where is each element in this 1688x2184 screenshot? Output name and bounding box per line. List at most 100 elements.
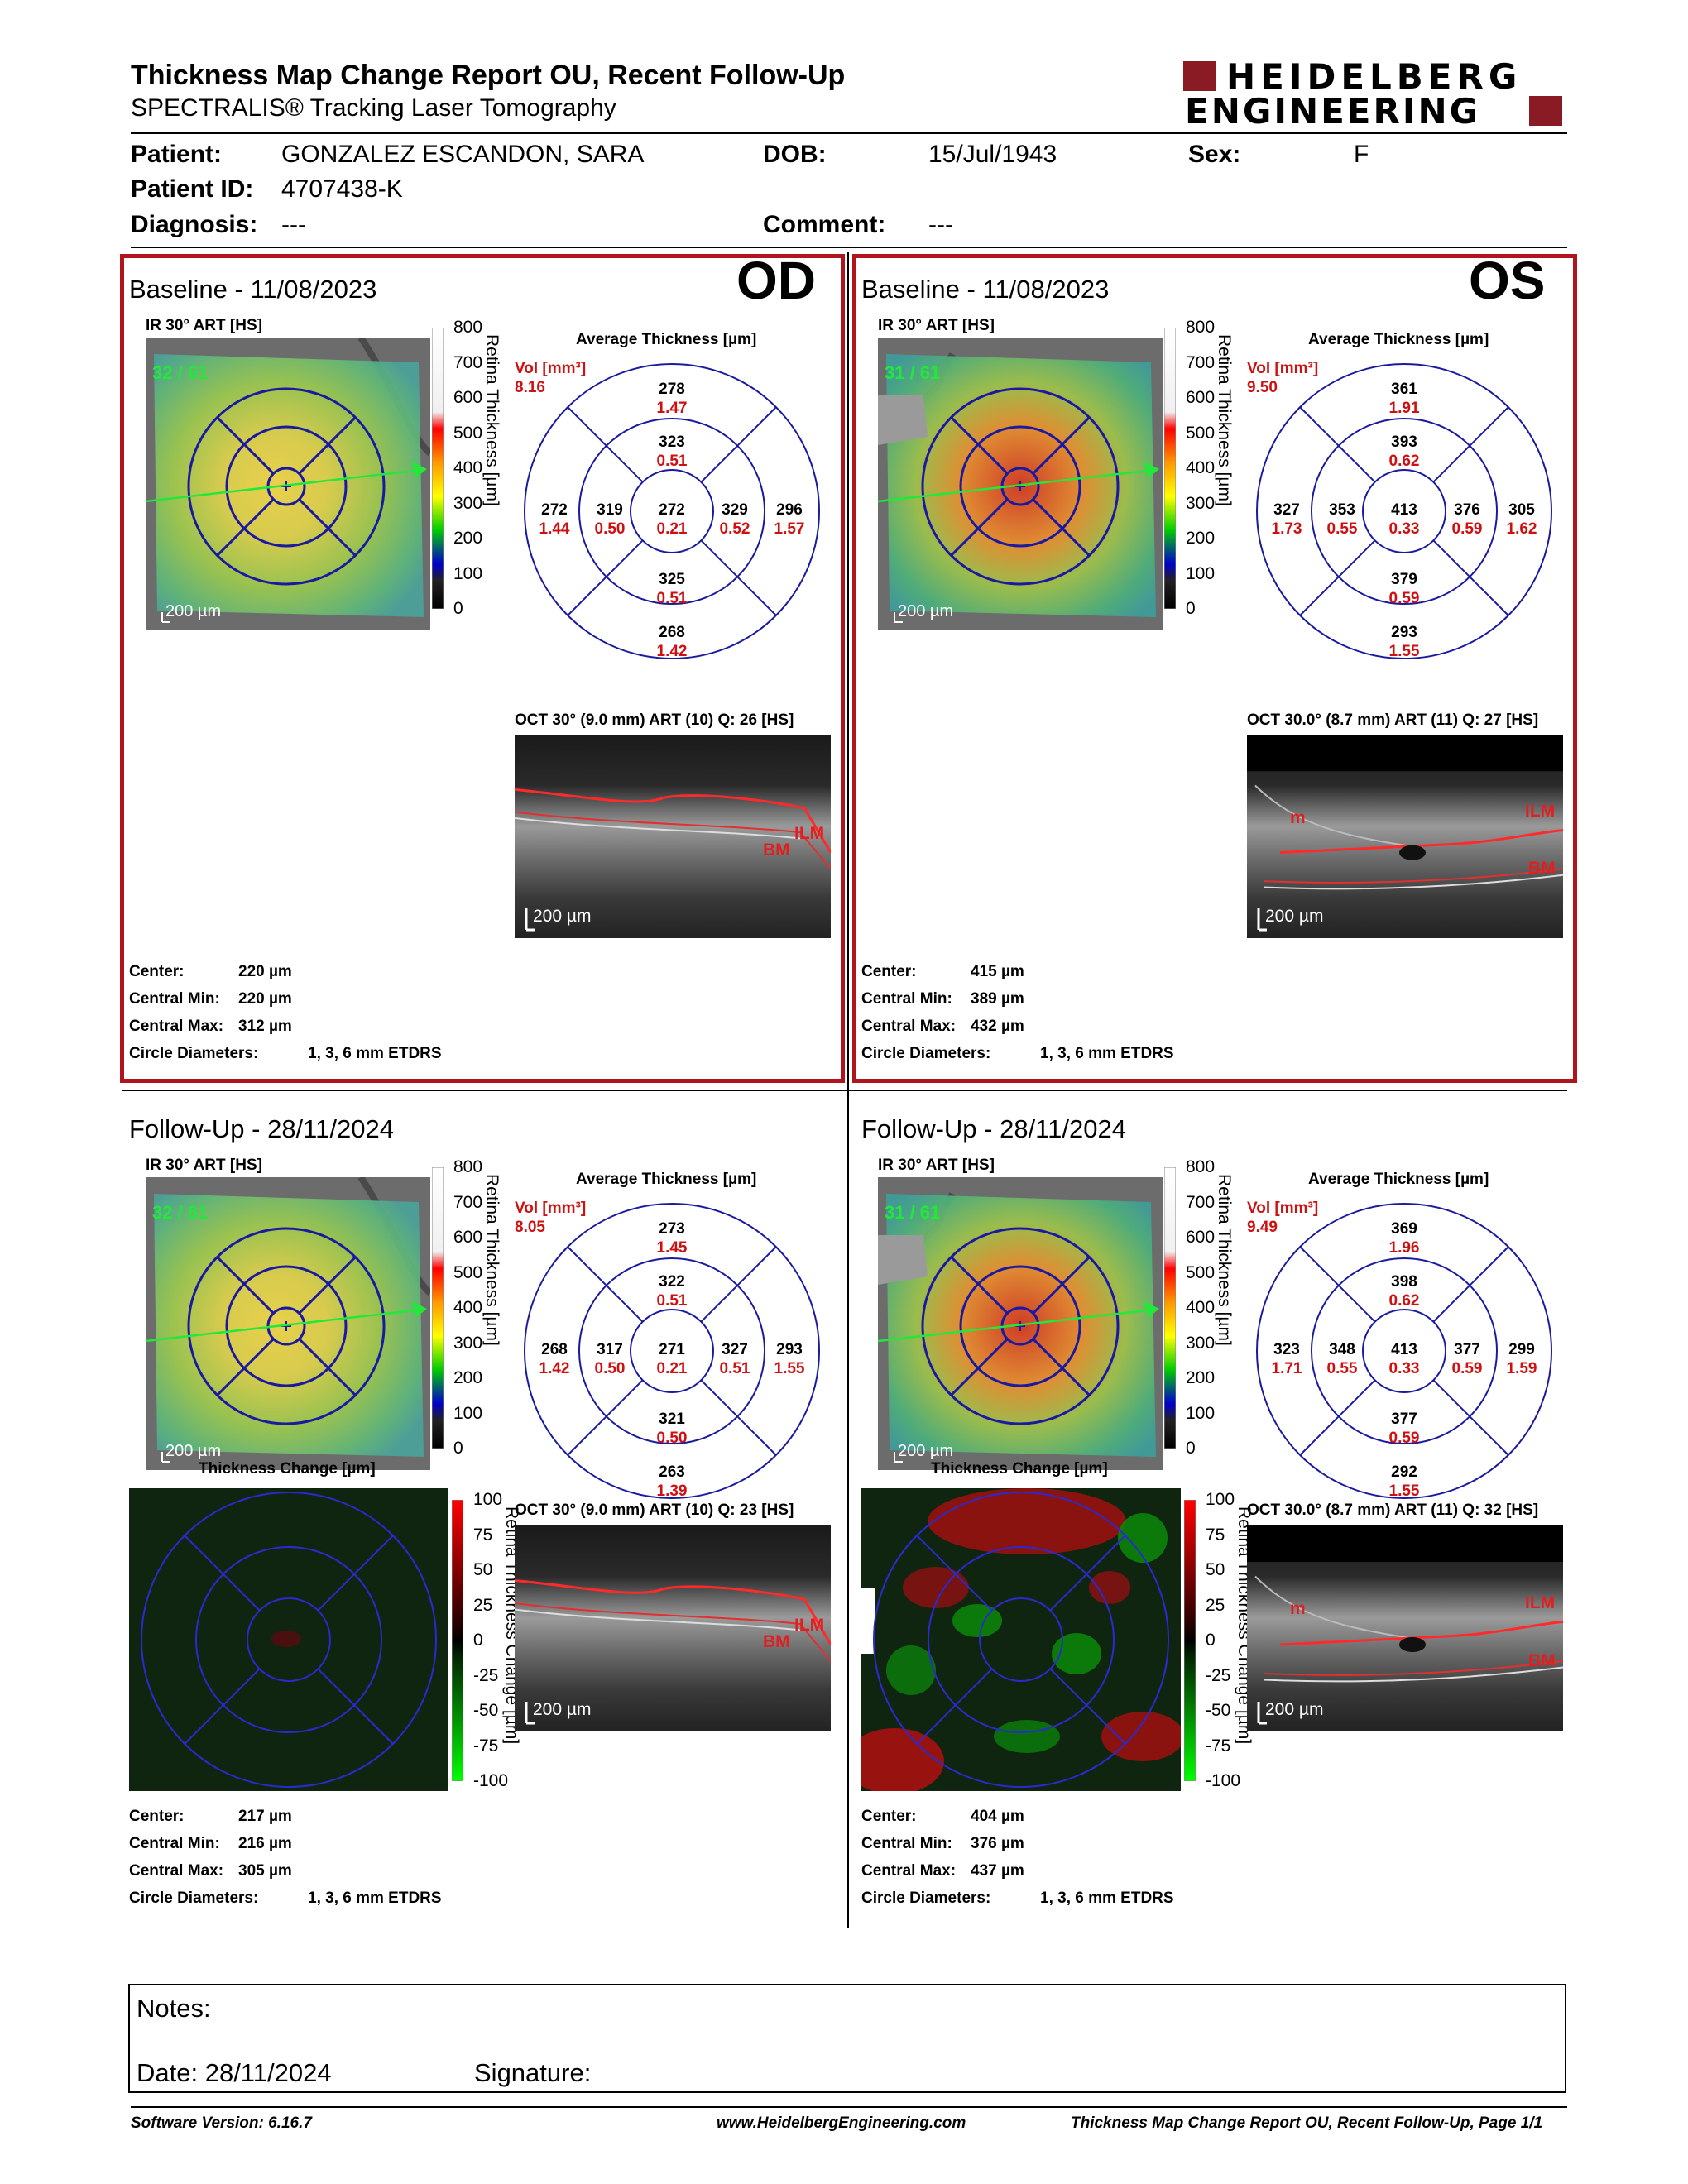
oct-bscan-image: m ILM BM 200 µm [1247,1525,1563,1731]
sector-thickness: 325 [659,571,685,588]
sector-volume: 1.62 [1506,520,1537,538]
colorbar-tick-label: -75 [473,1736,499,1755]
sector-thickness: 268 [659,624,685,641]
total-volume-value: 9.50 [1247,379,1278,396]
ir-frame-counter: 31 / 61 [885,1202,941,1223]
sector-volume: 1.55 [1388,1482,1420,1500]
thickness-colorbar [1163,327,1177,610]
total-volume-value: 8.05 [515,1219,545,1236]
colorbar-axis-label: Retina Thickness [µm] [482,1174,501,1346]
thickness-change-title: Thickness Change [µm] [199,1460,376,1478]
sector-volume: 1.59 [1506,1360,1537,1377]
central-max-value: 437 µm [971,1862,1024,1880]
colorbar-tick-label: 50 [473,1560,493,1579]
sector-volume: 0.51 [656,1292,688,1310]
oct-bm-label: BM [763,1632,790,1651]
section-title: Follow-Up - 28/11/2024 [861,1114,1126,1143]
sector-volume: 1.91 [1388,400,1420,417]
patient-id-label: Patient ID: [131,175,254,203]
sector-volume: 1.71 [1271,1360,1302,1377]
ir-label: IR 30° ART [HS] [878,317,995,334]
sector-volume: 0.51 [656,590,688,607]
colorbar-tick-label: 800 [453,318,483,337]
circle-diameters-value: 1, 3, 6 mm ETDRS [308,1889,442,1907]
central-max-label: Central Max: [861,1862,957,1880]
central-min-label: Central Min: [129,1835,220,1852]
colorbar-tick-label: 100 [1186,1403,1216,1423]
oct-label: OCT 30° (9.0 mm) ART (10) Q: 26 [HS] [515,711,794,729]
colorbar-tick-label: 300 [1186,493,1216,513]
central-min-value: 389 µm [971,990,1024,1008]
eye-label: OS [1469,251,1546,310]
colorbar-tick-label: 0 [453,599,463,618]
colorbar-tick-label: 100 [1206,1490,1235,1509]
colorbar-tick-label: 700 [1186,352,1216,372]
ir-frame-counter: 32 / 61 [152,362,209,383]
diagnosis-label: Diagnosis: [131,211,258,238]
central-min-value: 376 µm [971,1835,1024,1852]
ir-label: IR 30° ART [HS] [878,1157,995,1174]
sector-thickness: 305 [1508,501,1535,519]
etdrs-thickness-grid: 361 1.91 393 0.62 327 1.73 353 0.55 413 0.33 376 0.… [1255,362,1553,660]
average-thickness-label: Average Thickness [µm] [576,1171,757,1188]
logo-line1: HEIDELBERG [1226,56,1523,97]
center-thickness-value: 220 µm [238,963,292,980]
oct-label: OCT 30.0° (8.7 mm) ART (11) Q: 32 [HS] [1247,1502,1539,1519]
thickness-colorbar [431,1166,444,1449]
colorbar-tick-label: 75 [473,1525,493,1545]
center-thickness-label: Center: [129,963,185,980]
sector-volume: 1.73 [1271,520,1302,538]
date-label: Date: 28/11/2024 [137,2058,332,2087]
central-max-label: Central Max: [861,1018,957,1035]
thickness-colorbar [1163,1166,1177,1449]
od-baseline-panel: Baseline - 11/08/2023 OD IR 30° ART [HS] 20… [124,251,844,1084]
sector-volume: 0.21 [656,520,688,538]
oct-ilm-label: ILM [794,824,825,844]
colorbar-tick-label: 600 [1186,1228,1216,1247]
circle-diameters-value: 1, 3, 6 mm ETDRS [308,1045,442,1062]
central-max-value: 432 µm [971,1018,1024,1035]
oct-scale-label: 200 µm [533,1700,592,1719]
central-max-value: 312 µm [238,1018,292,1035]
oct-ilm-label: ILM [794,1616,825,1635]
os-baseline-panel: Baseline - 11/08/2023 OS IR 30° ART [HS] 20… [856,251,1576,1084]
website-link[interactable]: www.HeidelbergEngineering.com [717,2115,966,2132]
colorbar-tick-label: 0 [473,1631,483,1650]
sector-volume: 0.51 [719,1360,750,1377]
colorbar-axis-label: Retina Thickness [µm] [1215,334,1234,506]
average-thickness-label: Average Thickness [µm] [1308,1171,1489,1188]
change-colorbar [451,1499,464,1782]
colorbar-tick-label: 0 [1186,599,1196,618]
notes-box[interactable]: Notes: Date: 28/11/2024 Signature: [128,1984,1566,2093]
center-thickness-label: Center: [861,963,917,980]
comment-label: Comment: [763,211,886,238]
colorbar-tick-label: 75 [1206,1525,1225,1545]
colorbar-tick-label: -25 [473,1665,499,1685]
circle-diameters-value: 1, 3, 6 mm ETDRS [1040,1889,1174,1907]
colorbar-tick-label: 600 [453,388,483,407]
colorbar-tick-label: 200 [453,529,483,548]
section-title: Baseline - 11/08/2023 [129,275,377,304]
sector-volume: 1.42 [539,1360,570,1377]
central-max-label: Central Max: [129,1862,224,1880]
ir-frame-counter: 31 / 61 [885,362,941,383]
eye-label: OD [736,251,816,310]
patient-id-value: 4707438-K [281,175,403,203]
oct-scale-label: 200 µm [533,907,592,926]
colorbar-tick-label: 0 [453,1439,463,1458]
sector-thickness: 348 [1329,1341,1355,1358]
diagnosis-value: --- [281,211,306,238]
sector-thickness: 377 [1454,1341,1480,1358]
etdrs-thickness-grid: 278 1.47 323 0.51 272 1.44 319 0.50 272 0.21 329 0.… [523,362,821,660]
ir-scale-label: 200 µm [165,602,222,620]
colorbar-tick-label: 100 [1186,563,1216,583]
page-footer: Thickness Map Change Report OU, Recent F… [1071,2115,1543,2132]
sector-thickness: 273 [659,1220,685,1238]
ir-scale-label: 200 µm [165,1442,222,1460]
central-min-label: Central Min: [129,990,220,1008]
dob-label: DOB: [763,141,827,168]
colorbar-tick-label: 200 [1186,1368,1216,1387]
sector-thickness: 317 [597,1341,623,1358]
volume-label: Vol [mm³] [1247,1200,1319,1217]
oct-bscan-image: ILM BM 200 µm [515,1525,831,1731]
